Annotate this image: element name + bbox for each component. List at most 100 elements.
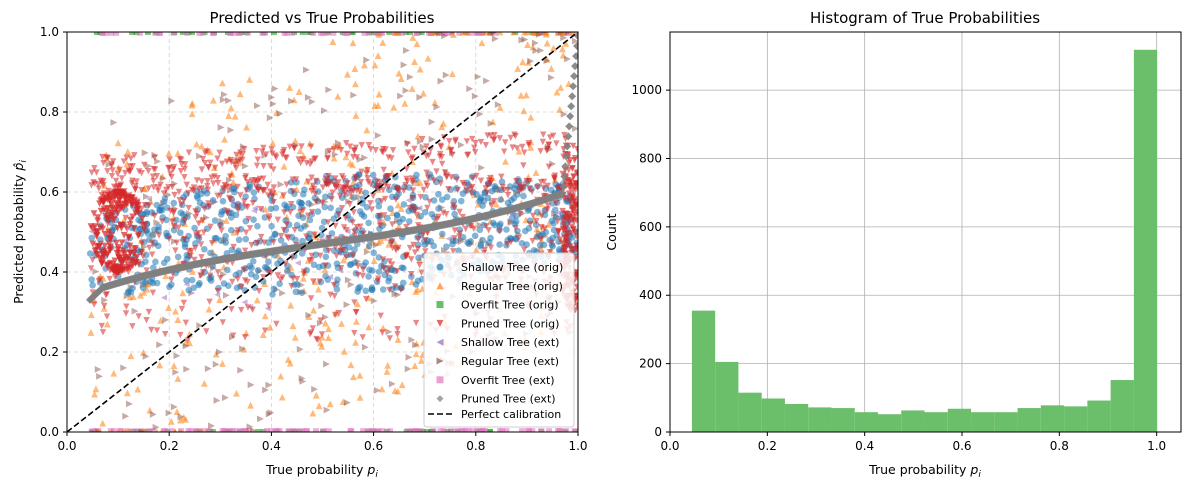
point-circle xyxy=(435,205,442,212)
point-triangle-down xyxy=(463,138,471,145)
histogram-x-tick-label: 0.2 xyxy=(758,439,777,453)
point-triangle-down xyxy=(203,328,210,335)
point-triangle-up xyxy=(329,38,337,45)
point-triangle-right xyxy=(385,328,393,336)
point-triangle-down xyxy=(377,179,384,186)
point-square xyxy=(255,429,262,432)
point-circle xyxy=(293,178,300,186)
point-triangle-down xyxy=(166,156,173,163)
point-triangle-down xyxy=(403,140,411,148)
point-triangle-up xyxy=(322,319,329,327)
point-triangle-down xyxy=(408,271,415,278)
point-triangle-down xyxy=(165,235,173,243)
point-x-square-body xyxy=(454,428,461,432)
point-square xyxy=(144,32,151,35)
point-triangle-down xyxy=(418,269,425,276)
point-triangle-up xyxy=(411,362,419,370)
point-circle xyxy=(250,189,258,196)
point-x-square-body xyxy=(465,428,472,432)
point-triangle-down xyxy=(423,169,430,176)
point-triangle-up xyxy=(397,205,405,212)
point-triangle-down xyxy=(170,222,178,230)
point-triangle-down xyxy=(193,210,201,217)
point-triangle-up xyxy=(289,322,297,330)
point-triangle-down xyxy=(99,329,107,336)
point-square xyxy=(406,32,413,35)
point-triangle-down xyxy=(130,224,138,232)
point-triangle-right xyxy=(222,394,229,402)
point-x-square-body xyxy=(241,428,248,432)
point-triangle-up xyxy=(375,32,383,38)
histogram-bar xyxy=(878,414,902,432)
point-circle xyxy=(366,266,373,274)
point-circle xyxy=(242,193,249,200)
point-triangle-right xyxy=(331,151,339,158)
point-triangle-down xyxy=(363,170,370,177)
point-triangle-up xyxy=(286,84,294,91)
point-circle xyxy=(153,201,161,209)
point-triangle-up xyxy=(414,286,421,293)
point-triangle-right xyxy=(408,336,416,344)
point-triangle-down xyxy=(281,209,288,216)
point-x-square-body xyxy=(469,428,476,432)
point-triangle-down xyxy=(251,179,258,187)
point-circle xyxy=(405,184,413,191)
point-triangle-down xyxy=(445,185,452,193)
point-triangle-right xyxy=(220,91,228,98)
point-triangle-right xyxy=(237,366,245,374)
legend-label: Pruned Tree (orig) xyxy=(461,317,559,330)
point-triangle-down xyxy=(132,245,139,252)
point-triangle-right xyxy=(162,316,169,324)
point-triangle-down xyxy=(118,175,126,182)
point-circle xyxy=(150,264,157,271)
point-x-square xyxy=(365,428,372,432)
point-square xyxy=(133,32,140,35)
point-x-square xyxy=(360,428,367,432)
point-triangle-down xyxy=(234,202,242,210)
point-triangle-down xyxy=(406,244,414,252)
point-circle xyxy=(436,175,444,182)
point-triangle-down xyxy=(322,262,329,269)
point-x-square-body xyxy=(525,428,532,432)
point-triangle-right xyxy=(215,348,223,356)
histogram-bar xyxy=(971,412,995,432)
point-triangle-up xyxy=(397,75,405,82)
point-triangle-down xyxy=(529,237,536,245)
point-triangle-down xyxy=(199,217,206,224)
point-x-square xyxy=(442,32,449,36)
point-triangle-down xyxy=(114,224,121,232)
point-x-square xyxy=(477,32,484,36)
point-x-square xyxy=(145,428,152,432)
point-triangle-down xyxy=(244,304,252,311)
point-circle xyxy=(421,241,429,249)
point-circle xyxy=(152,258,159,266)
point-circle xyxy=(365,273,372,280)
point-triangle-down xyxy=(132,185,139,193)
point-triangle-down xyxy=(364,167,371,174)
point-circle xyxy=(88,276,95,283)
point-triangle-down xyxy=(446,138,453,145)
point-triangle-up xyxy=(352,112,360,119)
point-circle xyxy=(276,280,283,288)
point-triangle-left xyxy=(183,281,190,288)
point-x-square-body xyxy=(387,428,394,432)
point-triangle-up xyxy=(233,389,240,397)
point-triangle-up xyxy=(481,32,489,36)
point-triangle-down xyxy=(151,166,159,173)
point-triangle-up xyxy=(159,428,164,432)
point-triangle-down xyxy=(104,154,112,162)
scatter-y-tick-label: 1.0 xyxy=(40,25,59,39)
histogram-bar xyxy=(784,403,809,432)
point-triangle-up xyxy=(126,293,134,301)
point-triangle-right xyxy=(120,364,128,372)
point-x-square-body xyxy=(347,428,354,432)
point-triangle-down xyxy=(344,180,351,187)
point-triangle-down xyxy=(262,151,270,158)
point-circle xyxy=(249,258,257,265)
histogram-y-tick-label: 400 xyxy=(639,288,662,302)
point-triangle-down xyxy=(260,163,267,170)
point-circle xyxy=(518,240,526,247)
point-x-square xyxy=(430,428,437,432)
scatter-chart: Predicted vs True Probabilities 0.0 0.2 0.… xyxy=(11,9,588,480)
point-triangle-up xyxy=(230,228,238,236)
